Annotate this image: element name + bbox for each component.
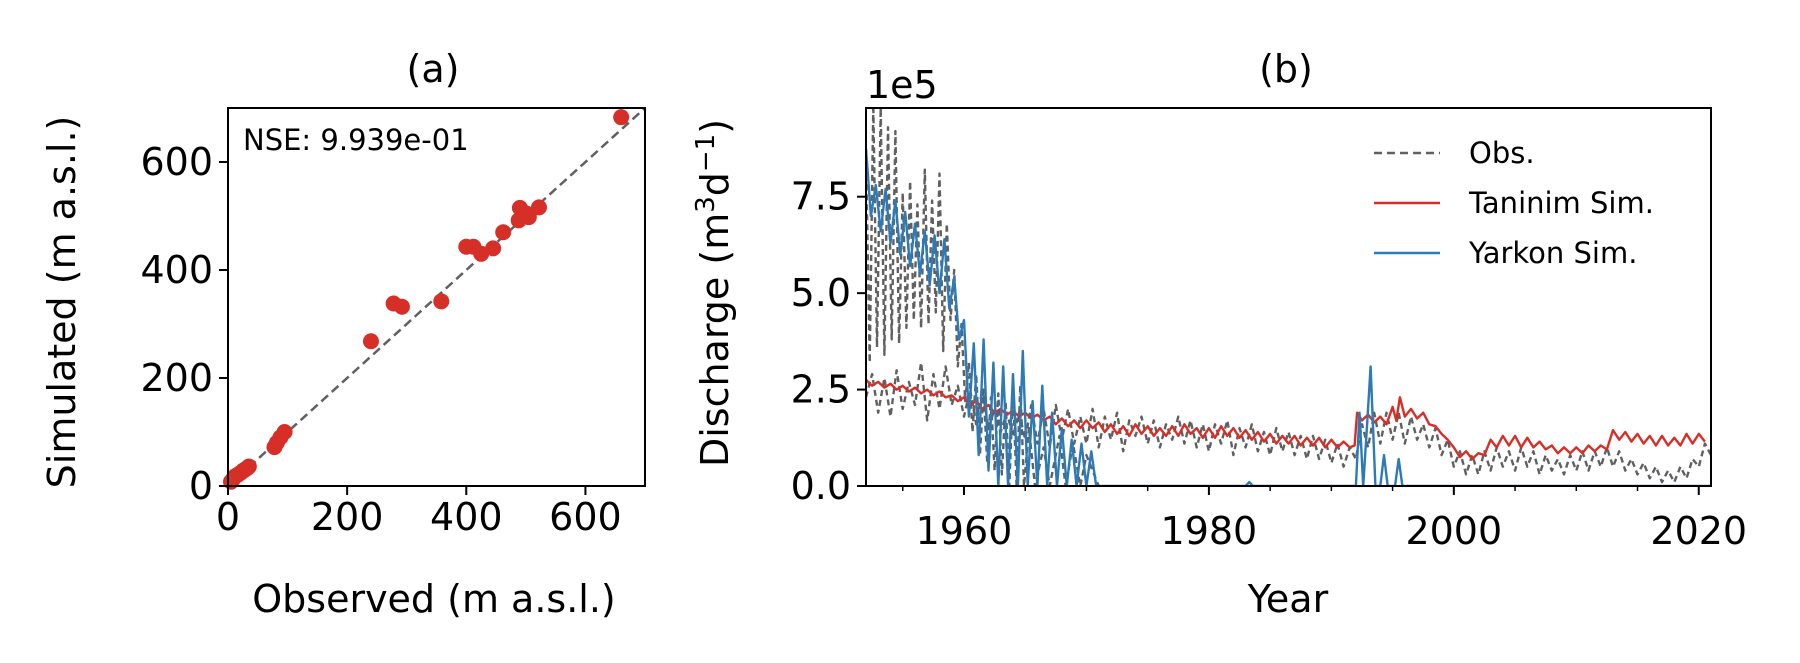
panel-a-x-ticks: 0 200 400 600 xyxy=(216,486,622,539)
scatter-point xyxy=(433,293,450,310)
scatter-point xyxy=(393,298,410,315)
x-tick-label: 200 xyxy=(311,495,384,539)
panel-a-title: (a) xyxy=(407,47,460,91)
scatter-point xyxy=(240,458,257,475)
y-tick-label: 600 xyxy=(140,140,213,184)
y-tick-label: 0.0 xyxy=(791,464,851,508)
scatter-point xyxy=(520,209,537,226)
panel-a-x-axis-label: Observed (m a.s.l.) xyxy=(252,577,616,621)
legend-label: Obs. xyxy=(1469,136,1535,170)
panel-b-title: (b) xyxy=(1259,47,1313,91)
panel-a-y-ticks: 0 200 400 600 xyxy=(140,140,228,508)
series-line-obs xyxy=(866,108,1100,486)
scatter-point xyxy=(495,224,512,241)
x-tick-label: 0 xyxy=(216,495,240,539)
y-tick-label: 7.5 xyxy=(791,175,851,219)
panel-b-x-ticks: 1960 1980 2000 2020 xyxy=(901,486,1747,553)
scatter-point xyxy=(485,240,502,257)
x-tick-label: 1960 xyxy=(916,509,1013,553)
scatter-point xyxy=(362,333,379,350)
panel-b-y-ticks: 0.0 2.5 5.0 7.5 xyxy=(791,175,866,508)
scatter-point xyxy=(473,245,490,262)
series-line-yarkon-sim xyxy=(866,148,1711,486)
panel-a-y-axis-label: Simulated (m a.s.l.) xyxy=(40,116,84,489)
series-line-obs-taninim xyxy=(866,361,1711,484)
legend-label: Taninim Sim. xyxy=(1468,186,1654,220)
panel-a-plot-area xyxy=(222,107,646,490)
y-tick-label: 0 xyxy=(189,464,213,508)
panel-b-x-axis-label: Year xyxy=(1247,577,1329,621)
panel-b-frame xyxy=(865,107,1712,487)
y-tick-label: 2.5 xyxy=(791,368,851,412)
legend-label: Yarkon Sim. xyxy=(1468,236,1637,270)
panel-a-nse-annotation: NSE: 9.939e-01 xyxy=(243,123,469,157)
x-tick-label: 1980 xyxy=(1161,509,1258,553)
panel-b-y-axis-label: Discharge (m3d−1) xyxy=(691,119,737,467)
panel-b-legend: Obs. Taninim Sim. Yarkon Sim. xyxy=(1374,136,1654,270)
scatter-point xyxy=(276,424,293,440)
x-tick-label: 600 xyxy=(549,495,622,539)
scatter-point xyxy=(613,109,630,126)
y-tick-label: 400 xyxy=(140,248,213,292)
panel-a-frame xyxy=(227,107,646,487)
scatter-point xyxy=(530,199,547,216)
panel-b-offset-label: 1e5 xyxy=(866,63,938,107)
panel-b-plot-area xyxy=(866,108,1711,486)
x-tick-label: 2000 xyxy=(1405,509,1502,553)
x-tick-label: 2020 xyxy=(1650,509,1747,553)
panel-a: (a) 0 200 400 600 0 200 400 600 NSE: 9.939e-01… xyxy=(40,47,646,621)
panel-b: (b) 1e5 1960 1980 2000 2020 0.0 2.5 5.0 7.5 Ye… xyxy=(691,47,1747,621)
y-tick-label: 200 xyxy=(140,356,213,400)
x-tick-label: 400 xyxy=(430,495,503,539)
y-tick-label: 5.0 xyxy=(791,271,851,315)
series-line-taninim-sim xyxy=(866,379,1706,461)
